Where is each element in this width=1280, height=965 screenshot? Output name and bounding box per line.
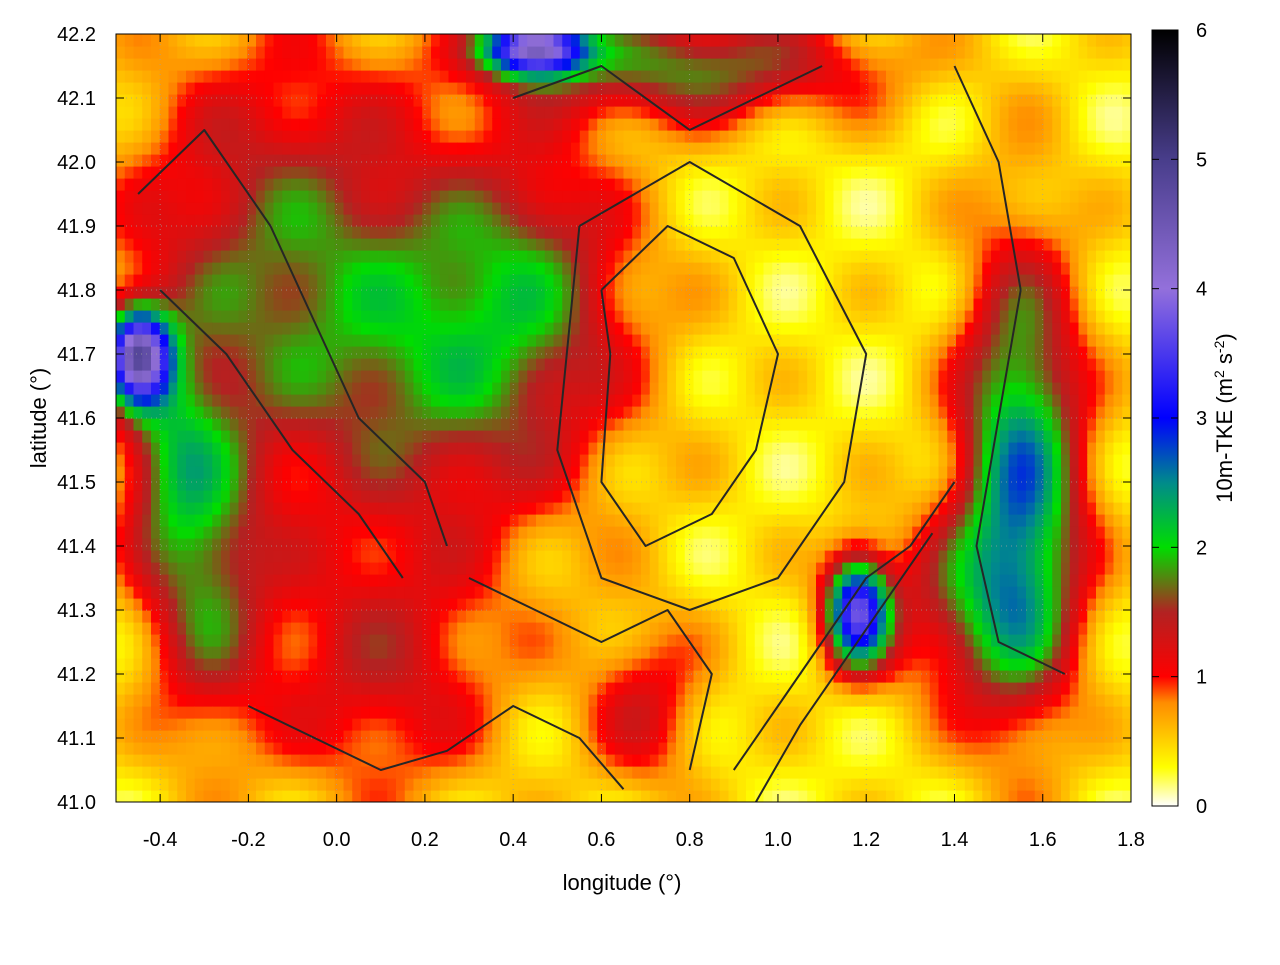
y-tick-label: 42.2 [57,24,96,46]
y-tick-label: 41.7 [57,344,96,366]
x-tick-label: -0.2 [231,829,265,851]
y-tick-label: 42.0 [57,152,96,174]
y-tick-label: 41.0 [57,792,96,814]
x-tick-label: 0.2 [411,829,439,851]
colorbar-title-sup2: -2 [1211,340,1227,353]
colorbar-title-end: ) [1212,333,1237,340]
x-tick-label: 1.6 [1029,829,1057,851]
colorbar-tick-label: 5 [1196,149,1207,171]
y-tick-label: 41.8 [57,280,96,302]
heatmap-field [116,34,1132,803]
colorbar-title-mid: s [1212,353,1237,370]
y-tick-label: 41.2 [57,664,96,686]
colorbar-tick-label: 2 [1196,537,1207,559]
y-tick-label: 41.4 [57,536,96,558]
x-tick-label: 1.0 [764,829,792,851]
y-tick-label: 41.3 [57,600,96,622]
colorbar-tick-label: 0 [1196,796,1207,818]
y-axis-title: latitude (°) [26,368,51,469]
y-tick-label: 42.1 [57,88,96,110]
x-tick-label: 1.4 [941,829,969,851]
x-axis-title: longitude (°) [563,870,682,895]
colorbar-tick-label: 6 [1196,20,1207,42]
y-tick-label: 41.6 [57,408,96,430]
y-tick-label: 41.9 [57,216,96,238]
x-tick-label: 0.6 [588,829,616,851]
y-tick-label: 41.1 [57,728,96,750]
x-tick-label: 1.8 [1117,829,1145,851]
colorbar-tick-label: 3 [1196,408,1207,430]
y-tick-label: 41.5 [57,472,96,494]
colorbar-title: 10m-TKE (m2 s-2) [1211,333,1237,502]
colorbar-tick-label: 1 [1196,667,1207,689]
x-tick-label: 0.4 [499,829,527,851]
x-tick-label: 1.2 [852,829,880,851]
colorbar-title-main: 10m-TKE (m [1212,378,1237,503]
x-tick-label: -0.4 [143,829,177,851]
colorbar-tick-label: 4 [1196,279,1207,301]
x-tick-label: 0.0 [323,829,351,851]
x-tick-label: 0.8 [676,829,704,851]
colorbar-title-sup1: 2 [1211,370,1227,378]
